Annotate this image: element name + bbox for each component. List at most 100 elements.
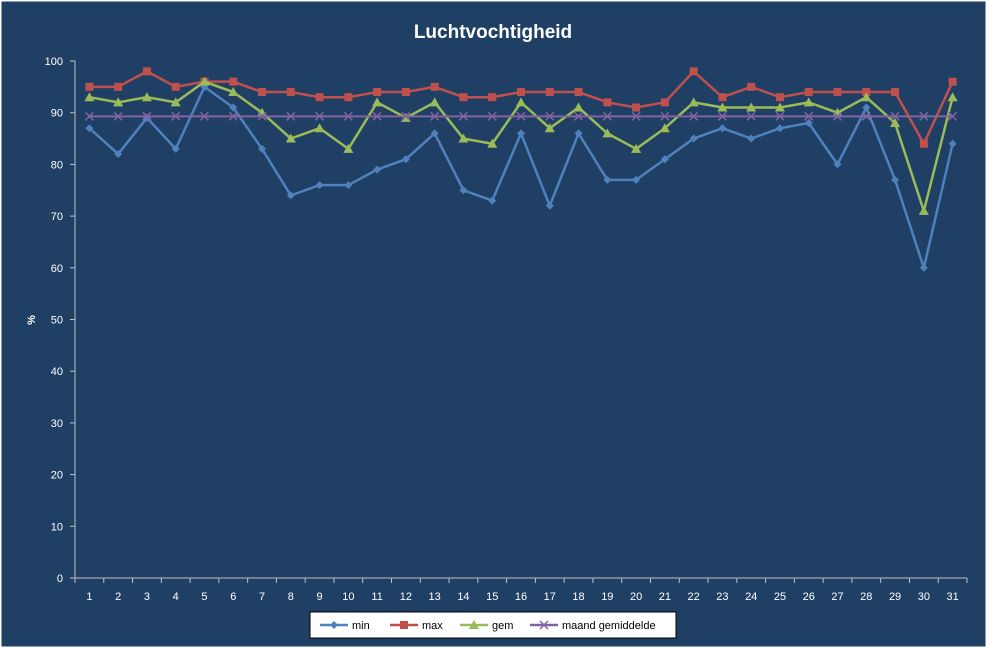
y-axis-label: % (26, 315, 38, 325)
data-point-maand-gemiddelde (631, 111, 641, 121)
legend-swatch-marker (330, 621, 338, 629)
y-tick-label: 80 (51, 159, 63, 171)
data-point-min (891, 175, 900, 184)
x-tick-label: 6 (230, 591, 236, 603)
data-point-max (286, 88, 295, 97)
data-point-max (373, 88, 382, 97)
x-tick-label: 11 (371, 591, 382, 603)
data-point-maand-gemiddelde (919, 111, 929, 121)
x-tick-label: 14 (457, 591, 469, 603)
legend-label: maand gemiddelde (562, 620, 656, 632)
data-point-max (603, 98, 612, 107)
data-point-gem (228, 87, 239, 97)
y-tick-label: 20 (51, 470, 63, 482)
data-point-maand-gemiddelde (861, 111, 871, 121)
series-min (85, 82, 957, 273)
x-tick-label: 13 (429, 591, 441, 603)
data-point-min (919, 263, 928, 272)
y-tick-label: 50 (51, 315, 63, 327)
y-tick-label: 40 (51, 366, 63, 378)
legend-swatch-marker (469, 620, 479, 629)
data-point-max (545, 88, 554, 97)
series-gem (84, 76, 958, 216)
data-point-gem (717, 102, 728, 112)
x-tick-label: 4 (173, 591, 179, 603)
x-tick-labels: 1 2 3 4 5 6 7 8 9 10 11 12 13 14 15 16 17 18 19 20 21 22 23 24 2… (86, 591, 958, 603)
x-tick-label: 19 (601, 591, 613, 603)
data-point-gem (84, 92, 95, 102)
data-point-max (459, 93, 468, 102)
data-point-gem (199, 76, 210, 86)
data-point-maand-gemiddelde (343, 111, 353, 121)
data-point-max (948, 77, 957, 86)
data-point-max (488, 93, 497, 102)
x-tick-label: 3 (144, 591, 150, 603)
data-point-gem (314, 123, 325, 133)
data-point-min (401, 155, 410, 164)
x-tick-label: 18 (572, 591, 584, 603)
data-point-min (804, 119, 813, 128)
data-point-min (632, 175, 641, 184)
data-point-maand-gemiddelde (458, 111, 468, 121)
data-point-min (430, 129, 439, 138)
data-point-gem (602, 128, 613, 138)
data-point-min (229, 103, 238, 112)
data-point-maand-gemiddelde (315, 111, 325, 121)
data-point-gem (113, 97, 124, 107)
data-point-maand-gemiddelde (545, 111, 555, 121)
x-tick-label: 12 (400, 591, 412, 603)
series-maand-gemiddelde (84, 111, 958, 121)
data-point-maand-gemiddelde (113, 111, 123, 121)
data-point-maand-gemiddelde (890, 111, 900, 121)
x-tick-label: 7 (259, 591, 265, 603)
data-point-gem (458, 133, 469, 143)
axes (70, 60, 968, 583)
x-tick-label: 2 (115, 591, 121, 603)
series-group (84, 67, 958, 273)
data-point-max (85, 82, 94, 91)
data-point-gem (343, 143, 354, 153)
data-point-max (718, 93, 727, 102)
data-point-maand-gemiddelde (689, 111, 699, 121)
data-point-min (574, 129, 583, 138)
y-tick-label: 60 (51, 263, 63, 275)
data-point-max (689, 67, 698, 76)
legend-swatch-marker (400, 621, 408, 629)
data-point-maand-gemiddelde (574, 111, 584, 121)
y-tick-label: 0 (57, 573, 63, 585)
data-point-gem (918, 205, 929, 215)
y-tick-labels: 0 10 20 30 40 50 60 70 80 90 100 (45, 56, 63, 585)
data-point-max (517, 88, 525, 97)
data-point-gem (544, 123, 555, 133)
x-tick-label: 24 (745, 591, 757, 603)
data-point-min (862, 103, 871, 112)
data-point-min (718, 124, 727, 133)
x-tick-label: 1 (86, 591, 92, 603)
data-point-min (488, 196, 497, 205)
data-point-gem (372, 97, 383, 107)
data-point-maand-gemiddelde (717, 111, 727, 121)
data-point-maand-gemiddelde (832, 111, 843, 121)
data-point-maand-gemiddelde (171, 111, 181, 121)
x-tick-label: 15 (486, 591, 498, 603)
x-tick-label: 10 (342, 591, 354, 603)
y-tick-label: 10 (51, 521, 63, 533)
y-tick-label: 30 (51, 418, 63, 430)
data-point-maand-gemiddelde (746, 111, 756, 121)
data-point-min (775, 124, 784, 133)
data-point-gem (774, 102, 785, 112)
data-point-gem (516, 97, 526, 107)
data-point-gem (573, 102, 584, 112)
x-tick-label: 16 (515, 591, 527, 603)
data-point-min (344, 181, 353, 190)
data-point-gem (947, 92, 958, 102)
x-tick-label: 22 (688, 591, 700, 603)
data-point-max (344, 93, 353, 102)
legend-label: max (422, 620, 443, 632)
data-point-maand-gemiddelde (804, 111, 814, 121)
data-point-min (545, 201, 554, 210)
y-tick-label: 70 (51, 211, 63, 223)
data-point-min (114, 150, 123, 159)
